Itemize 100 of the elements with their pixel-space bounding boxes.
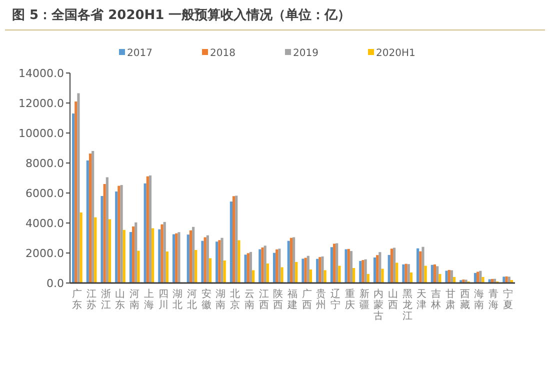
bar [306, 256, 310, 283]
bar [175, 233, 178, 283]
bar [204, 237, 206, 283]
bar [280, 267, 284, 283]
bar [206, 235, 209, 283]
bar [115, 192, 118, 283]
x-tick-label: 湖南 [216, 288, 226, 311]
bar [74, 102, 78, 283]
legend-label: 2019 [293, 48, 318, 59]
bar [324, 270, 326, 283]
bar [419, 251, 422, 283]
bar [448, 270, 450, 283]
x-tick-label: 北京 [230, 288, 240, 311]
bar [474, 272, 477, 283]
bar [321, 256, 324, 283]
bar [450, 270, 453, 283]
bar [330, 247, 333, 283]
x-tick-label: 河北 [187, 288, 198, 311]
x-tick-label: 甘肃 [445, 288, 456, 311]
y-tick-label: 12000.0 [18, 97, 64, 110]
bar [134, 222, 138, 283]
x-tick-label: 上海 [144, 288, 154, 311]
bar [338, 266, 341, 283]
bar [359, 260, 362, 283]
x-tick-label: 青海 [488, 288, 498, 311]
bar [276, 249, 278, 283]
x-tick-label: 湖北 [172, 288, 183, 311]
bar [238, 240, 240, 283]
x-tick-label: 广东 [72, 288, 82, 311]
bar [88, 154, 92, 283]
bar [287, 240, 290, 283]
bar [316, 258, 319, 283]
bar [364, 259, 367, 283]
bar [232, 196, 236, 283]
bar [482, 277, 484, 283]
bar [438, 274, 442, 283]
bar [476, 272, 480, 283]
bar [404, 264, 408, 283]
bar [302, 258, 304, 283]
x-tick-label: 贵州 [316, 288, 326, 311]
bar [172, 234, 176, 283]
bar [137, 250, 140, 283]
legend-label: 2018 [210, 48, 236, 59]
x-tick-label: 四川 [158, 289, 168, 311]
bar [410, 272, 413, 283]
bar [235, 196, 238, 283]
x-tick-label: 重庆 [344, 288, 355, 311]
bar [309, 270, 312, 283]
bar [352, 268, 356, 283]
bar [350, 251, 353, 283]
bar [304, 258, 307, 283]
y-tick-label: 0.0 [46, 277, 64, 290]
legend-label: 2020H1 [376, 48, 416, 59]
chart-title: 图 5：全国各省 2020H1 一般预算收入情况（单位：亿） [12, 7, 351, 23]
bar [230, 202, 232, 283]
bar [278, 248, 281, 283]
bar [272, 252, 276, 283]
bar [86, 160, 89, 283]
x-tick-label: 云南 [244, 289, 254, 311]
x-tick-label: 西藏 [460, 289, 470, 311]
bar [344, 249, 348, 283]
x-tick-label: 新疆 [359, 288, 370, 311]
x-tick-label: 山东 [115, 288, 126, 311]
bar [108, 219, 112, 283]
bar [479, 270, 482, 283]
bar [292, 237, 296, 283]
bar [261, 247, 264, 283]
bar [94, 217, 97, 283]
bar [194, 250, 198, 283]
bar [332, 244, 336, 283]
bar [362, 260, 364, 283]
bar [129, 232, 132, 283]
bar [433, 264, 436, 283]
x-tick-label: 黑龙江 [402, 289, 412, 322]
y-tick-label: 4000.0 [26, 217, 64, 230]
legend-label: 2017 [127, 48, 152, 59]
bar [178, 232, 180, 283]
x-tick-label: 河南 [130, 288, 140, 311]
bar [186, 234, 190, 283]
bar [244, 254, 247, 283]
bar [396, 262, 398, 283]
bar [264, 246, 266, 283]
bar [132, 226, 135, 283]
y-tick-label: 8000.0 [26, 157, 64, 170]
x-tick-label: 天津 [416, 289, 427, 311]
bar [462, 280, 465, 283]
x-tick-label: 江西 [258, 288, 269, 311]
bar [336, 243, 338, 283]
x-tick-label: 江苏 [86, 288, 97, 311]
y-tick-label: 14000.0 [18, 67, 64, 80]
bar [252, 270, 255, 283]
bar [508, 276, 510, 283]
bar [381, 268, 384, 283]
bar [92, 151, 94, 283]
x-tick-label: 辽宁 [330, 288, 341, 311]
bar [290, 238, 292, 283]
bar [144, 183, 146, 283]
bar [347, 248, 350, 283]
bar [258, 249, 262, 283]
bar [118, 186, 120, 283]
